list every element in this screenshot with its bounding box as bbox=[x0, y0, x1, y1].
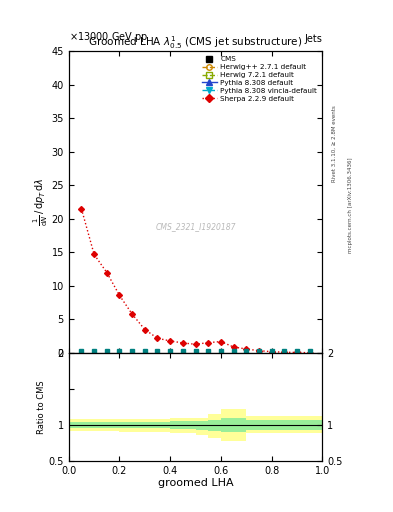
Text: $\times$13000 GeV pp: $\times$13000 GeV pp bbox=[69, 30, 148, 44]
Y-axis label: $\frac{1}{\mathrm{d}N}\,/\,\mathrm{d}p_T\,\mathrm{d}\lambda$: $\frac{1}{\mathrm{d}N}\,/\,\mathrm{d}p_T… bbox=[32, 178, 50, 226]
Legend: CMS, Herwig++ 2.7.1 default, Herwig 7.2.1 default, Pythia 8.308 default, Pythia : CMS, Herwig++ 2.7.1 default, Herwig 7.2.… bbox=[200, 55, 319, 103]
Text: CMS_2321_I1920187: CMS_2321_I1920187 bbox=[155, 222, 236, 231]
Title: Groomed LHA $\lambda^{1}_{0.5}$ (CMS jet substructure): Groomed LHA $\lambda^{1}_{0.5}$ (CMS jet… bbox=[88, 34, 303, 51]
Text: Rivet 3.1.10, ≥ 2.8M events: Rivet 3.1.10, ≥ 2.8M events bbox=[332, 105, 337, 182]
X-axis label: groomed LHA: groomed LHA bbox=[158, 478, 233, 488]
Text: mcplots.cern.ch [arXiv:1306.3436]: mcplots.cern.ch [arXiv:1306.3436] bbox=[348, 157, 353, 252]
Y-axis label: Ratio to CMS: Ratio to CMS bbox=[37, 380, 46, 434]
Text: Jets: Jets bbox=[305, 33, 322, 44]
